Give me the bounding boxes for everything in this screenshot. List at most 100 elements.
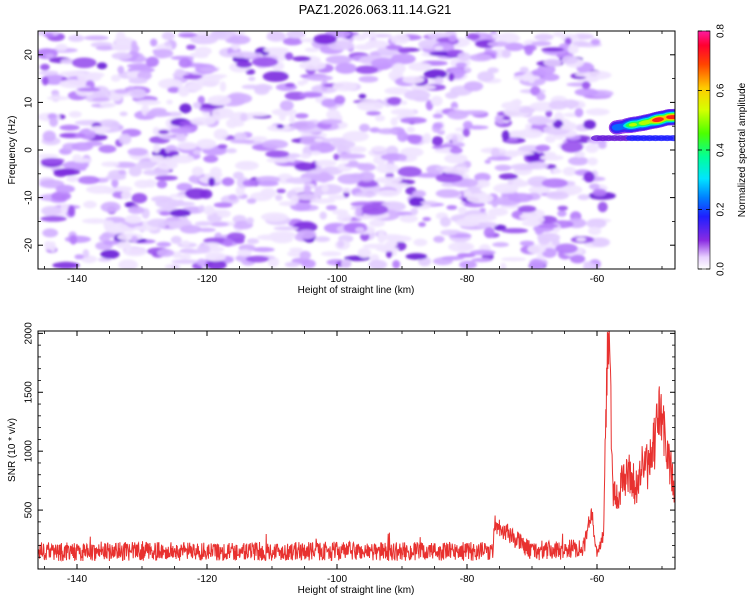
noise-blob	[294, 193, 319, 201]
noise-blob	[153, 48, 174, 59]
noise-blob	[567, 190, 576, 196]
noise-blob	[552, 119, 564, 129]
noise-blob	[60, 203, 70, 212]
noise-blob	[127, 86, 135, 91]
signal-contour	[674, 114, 675, 119]
noise-blob	[263, 47, 289, 53]
noise-blob	[508, 151, 535, 156]
noise-blob	[449, 147, 463, 154]
noise-blob	[552, 32, 565, 38]
noise-blob	[49, 117, 58, 127]
noise-blob	[161, 31, 175, 41]
x-tick-label: -140	[67, 274, 87, 285]
noise-blob	[210, 221, 229, 227]
noise-blob	[447, 109, 469, 120]
noise-blob	[576, 237, 587, 242]
noise-blob	[588, 226, 602, 236]
noise-blob	[583, 262, 598, 269]
noise-blob	[384, 87, 411, 95]
noise-blob	[448, 73, 455, 82]
noise-blob	[349, 146, 367, 153]
noise-blob	[392, 260, 401, 269]
noise-blob	[557, 205, 568, 211]
noise-blob	[201, 74, 224, 81]
noise-blob	[366, 111, 381, 116]
noise-blob	[371, 57, 397, 69]
noise-blob	[53, 168, 81, 176]
noise-blob	[434, 148, 452, 153]
noise-blob	[570, 254, 586, 264]
noise-blob	[133, 225, 159, 232]
noise-blob	[260, 188, 277, 198]
noise-blob	[98, 144, 117, 154]
noise-blob	[479, 207, 486, 213]
noise-blob	[261, 139, 289, 149]
noise-blob	[358, 75, 379, 83]
colorbar-tick-label: 0.0	[716, 262, 727, 276]
noise-blob	[527, 76, 535, 84]
noise-blob	[100, 249, 120, 259]
noise-blob	[248, 112, 269, 117]
noise-blob	[541, 47, 565, 52]
spectrogram-noise	[38, 31, 616, 269]
noise-blob	[446, 205, 458, 210]
noise-blob	[67, 205, 76, 217]
noise-blob	[591, 237, 610, 248]
noise-blob	[208, 177, 216, 187]
noise-blob	[355, 227, 365, 233]
noise-blob	[314, 138, 324, 143]
snr-x-axis-label: Height of straight line (km)	[298, 585, 415, 596]
noise-blob	[560, 124, 577, 131]
noise-blob	[545, 135, 556, 143]
noise-blob	[166, 99, 173, 105]
noise-blob	[175, 131, 186, 142]
noise-blob	[169, 127, 193, 134]
noise-blob	[49, 241, 56, 252]
noise-blob	[180, 225, 202, 234]
noise-blob	[185, 188, 208, 200]
noise-blob	[126, 63, 153, 69]
snr-series-line	[38, 331, 675, 562]
noise-blob	[471, 257, 492, 263]
y-tick-label: -20	[24, 238, 35, 253]
noise-blob	[271, 108, 297, 116]
noise-blob	[321, 184, 329, 193]
noise-blob	[477, 71, 495, 82]
noise-blob	[494, 164, 512, 171]
signal-contour	[675, 113, 686, 121]
noise-blob	[246, 217, 254, 225]
noise-blob	[463, 67, 472, 72]
signal-contour	[674, 114, 675, 119]
signal-contour	[676, 113, 687, 121]
x-tick-label: -80	[460, 274, 475, 285]
noise-blob	[103, 240, 119, 246]
noise-blob	[560, 141, 584, 153]
noise-blob	[527, 161, 549, 170]
noise-blob	[299, 60, 327, 71]
noise-blob	[375, 163, 400, 174]
noise-blob	[256, 180, 279, 187]
colorbar-tick-label: 0.2	[716, 202, 727, 216]
noise-blob	[192, 149, 202, 155]
noise-blob	[156, 160, 178, 170]
noise-blob	[219, 81, 227, 92]
noise-blob	[62, 160, 89, 170]
noise-blob	[493, 224, 507, 231]
noise-blob	[164, 41, 172, 47]
noise-blob	[176, 182, 193, 192]
noise-blob	[487, 207, 509, 217]
x-tick-label: -100	[327, 274, 347, 285]
noise-blob	[284, 52, 294, 61]
x-tick-label: -60	[590, 574, 605, 585]
noise-blob	[223, 238, 233, 247]
noise-blob	[349, 173, 365, 179]
noise-blob	[69, 235, 78, 245]
y-tick-label: 1500	[24, 381, 35, 404]
x-tick-label: -120	[197, 274, 217, 285]
noise-blob	[583, 171, 595, 183]
noise-blob	[236, 61, 253, 68]
noise-blob	[286, 153, 301, 159]
noise-blob	[111, 41, 134, 52]
noise-blob	[407, 134, 422, 145]
